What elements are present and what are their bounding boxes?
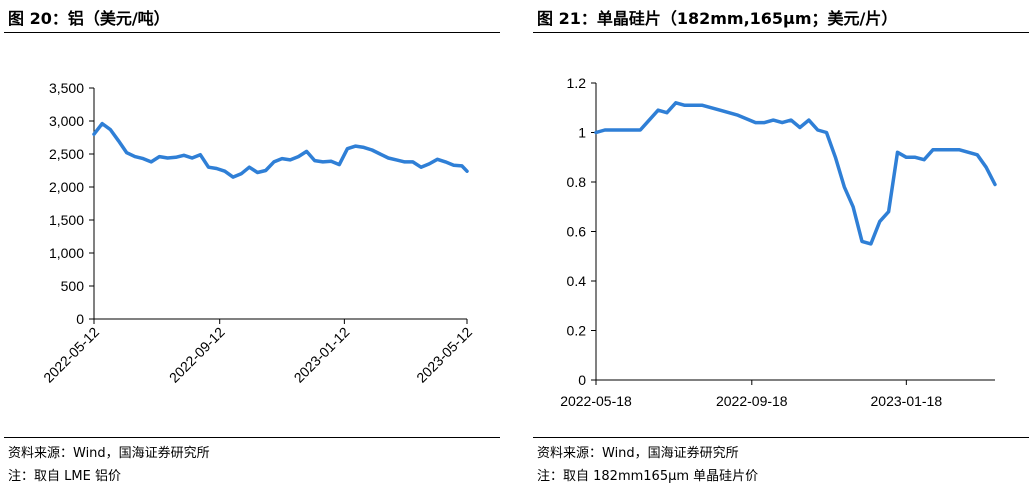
y-tick-label: 0.6	[567, 224, 587, 240]
x-tick-label: 2022-05-12	[40, 324, 102, 386]
aluminum-chart-title: 图 20：铝（美元/吨）	[8, 9, 170, 28]
y-tick-label: 0	[578, 372, 586, 388]
y-tick-label: 1	[578, 125, 586, 141]
x-tick-label: 2023-01-18	[871, 393, 943, 409]
silicon-wafer-chart-title: 图 21：单晶硅片（182mm,165μm；美元/片）	[537, 9, 898, 28]
top-divider	[4, 32, 500, 33]
y-tick-label: 1,500	[49, 212, 84, 228]
y-tick-label: 2,000	[49, 179, 84, 195]
series-line	[594, 101, 997, 246]
silicon-wafer-chart-svg: 0 0.2 0.4 0.6 0.8 1 1.2 2022-05-18 2022-09-18 202…	[560, 75, 997, 409]
y-tick-label: 3,500	[49, 80, 84, 96]
aluminum-panel: 图 20：铝（美元/吨） 0 500 1,000 1,500 2,000 2,500 3,0…	[4, 0, 504, 484]
aluminum-chart-svg: 0 500 1,000 1,500 2,000 2,500 3,000 3,500 2022-0…	[40, 80, 475, 386]
y-tick-label: 2,500	[49, 146, 84, 162]
y-tick-label: 0.8	[567, 174, 587, 190]
x-tick-label: 2022-09-18	[716, 393, 788, 409]
x-tick-label: 2023-05-12	[413, 324, 475, 386]
aluminum-source: 资料来源：Wind，国海证券研究所	[8, 446, 210, 461]
silicon-wafer-panel: 图 21：单晶硅片（182mm,165μm；美元/片） 0 0.2 0.4 0.6 0.…	[533, 0, 1033, 484]
y-tick-label: 1.2	[567, 75, 587, 91]
y-tick-label: 0	[76, 311, 84, 327]
x-tick-label: 2022-05-18	[560, 393, 632, 409]
y-tick-label: 3,000	[49, 113, 84, 129]
bottom-divider	[4, 437, 500, 438]
x-tick-label: 2023-01-12	[291, 324, 353, 386]
x-tick-label: 2022-09-12	[166, 324, 228, 386]
silicon-wafer-source: 资料来源：Wind，国海证券研究所	[537, 446, 739, 461]
bottom-divider	[533, 437, 1029, 438]
y-tick-label: 0.2	[567, 323, 587, 339]
y-tick-label: 1,000	[49, 245, 84, 261]
series-line	[92, 121, 469, 179]
silicon-wafer-chart: 0 0.2 0.4 0.6 0.8 1 1.2 2022-05-18 2022-09-18 202…	[533, 40, 1033, 435]
aluminum-note: 注：取自 LME 铝价	[8, 469, 121, 484]
aluminum-chart: 0 500 1,000 1,500 2,000 2,500 3,000 3,500 2022-0…	[4, 40, 504, 435]
y-tick-label: 500	[61, 278, 85, 294]
y-tick-label: 0.4	[567, 273, 587, 289]
silicon-wafer-note: 注：取自 182mm165μm 单晶硅片价	[537, 469, 759, 484]
top-divider	[533, 32, 1029, 33]
